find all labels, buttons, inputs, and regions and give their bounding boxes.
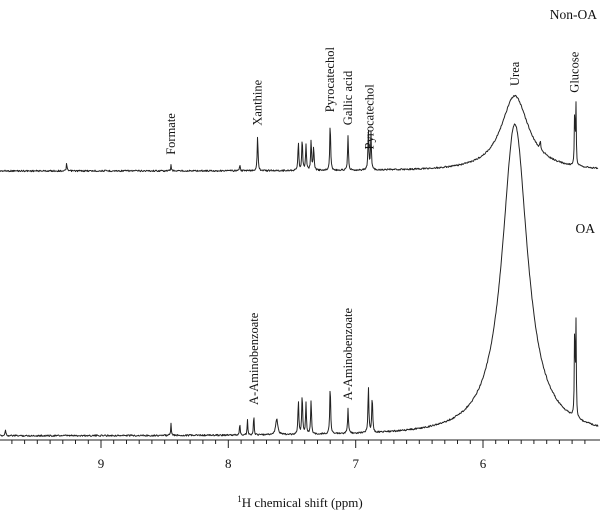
x-tick-label: 8 (225, 456, 232, 471)
peak-label: Formate (164, 113, 178, 155)
peak-label: Pyrocatechol (323, 47, 337, 113)
peak-label: Glucose (568, 51, 582, 92)
series-label-non-oa: Non-OA (550, 7, 597, 22)
peak-label: Xanthine (251, 79, 265, 125)
x-tick-label: 6 (480, 456, 487, 471)
peak-label: A-Aminobenzoate (247, 312, 261, 405)
peak-label: Gallic acid (341, 70, 355, 125)
x-axis-title-text: H chemical shift (ppm) (242, 495, 363, 510)
x-axis-title: 1H chemical shift (ppm) (237, 494, 362, 510)
x-tick-label: 7 (352, 456, 359, 471)
peak-label: A-Aminobenzoate (341, 308, 355, 401)
peak-label: Urea (508, 61, 522, 86)
x-axis-title-superscript: 1 (237, 494, 242, 504)
peak-label: Pyrocatechol (363, 84, 377, 150)
spectrum-trace-non-oa (0, 94, 599, 173)
series-label-oa: OA (576, 221, 596, 236)
spectrum-trace-oa (0, 123, 599, 437)
x-tick-label: 9 (98, 456, 105, 471)
